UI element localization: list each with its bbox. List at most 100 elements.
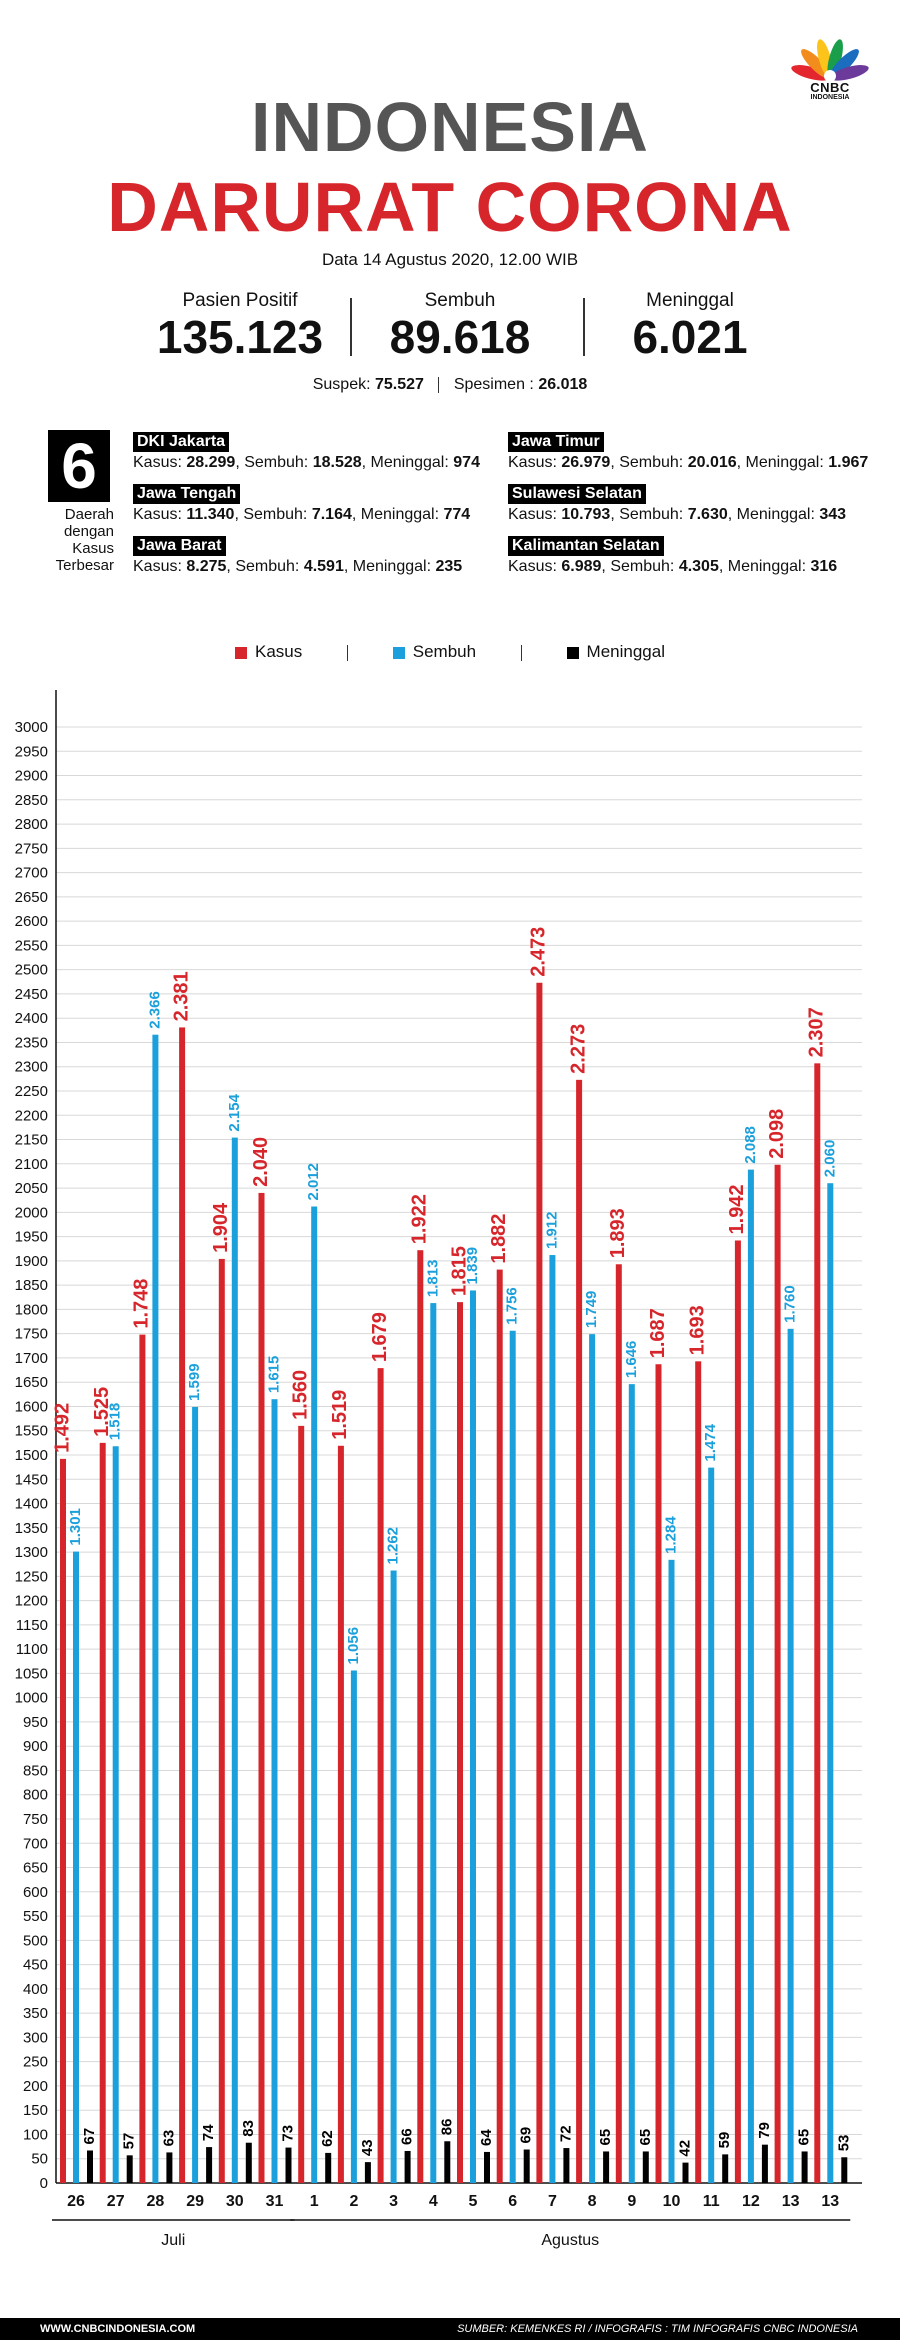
bar-kasus <box>496 1269 503 2183</box>
data-label-sembuh: 1.912 <box>543 1211 560 1249</box>
y-tick-label: 1600 <box>15 1398 48 1415</box>
data-label-sembuh: 1.284 <box>662 1516 679 1554</box>
footer: WWW.CNBCINDONESIA.COM SUMBER: KEMENKES R… <box>0 2318 900 2340</box>
data-label-meninggal: 72 <box>557 2125 574 2142</box>
y-tick-label: 2050 <box>15 1180 48 1197</box>
region-detail: Kasus: 6.989, Sembuh: 4.305, Meninggal: … <box>508 558 838 575</box>
bar-meninggal <box>245 2142 252 2183</box>
data-label-meninggal: 67 <box>81 2128 98 2145</box>
y-tick-label: 750 <box>23 1811 48 1828</box>
y-tick-label: 2250 <box>15 1083 48 1100</box>
meninggal-value: 343 <box>819 506 847 523</box>
legend-divider <box>520 644 522 661</box>
y-tick-label: 450 <box>23 1957 48 1974</box>
x-tick-label: 31 <box>266 2193 284 2210</box>
y-tick-label: 1950 <box>15 1229 48 1246</box>
bar-sembuh <box>231 1137 238 2183</box>
sembuh-value: 20.016 <box>687 454 737 471</box>
data-label-kasus: 1.882 <box>488 1214 510 1264</box>
footer-website: WWW.CNBCINDONESIA.COM <box>40 2323 196 2335</box>
meninggal-value: 974 <box>453 454 480 471</box>
x-tick-label: 5 <box>469 2193 478 2210</box>
data-label-sembuh: 1.056 <box>345 1627 362 1665</box>
data-label-sembuh: 1.474 <box>702 1423 719 1461</box>
data-label-sembuh: 1.646 <box>623 1341 640 1379</box>
bar-meninggal <box>722 2154 729 2183</box>
y-tick-label: 100 <box>23 2126 48 2143</box>
x-tick-label: 29 <box>186 2193 204 2210</box>
data-label-sembuh: 2.154 <box>226 1093 243 1131</box>
legend-swatch-meninggal <box>566 646 579 659</box>
y-tick-label: 1700 <box>15 1350 48 1367</box>
bar-kasus <box>774 1164 781 2183</box>
y-tick-label: 1900 <box>15 1253 48 1270</box>
sembuh-label: Sembuh: <box>243 506 308 523</box>
y-tick-label: 1050 <box>15 1665 48 1682</box>
y-tick-label: 850 <box>23 1762 48 1779</box>
bar-sembuh <box>747 1169 754 2183</box>
data-label-kasus: 1.904 <box>210 1202 232 1253</box>
bar-kasus <box>655 1364 662 2183</box>
bar-meninggal <box>404 2150 411 2183</box>
sembuh-label: Sembuh: <box>610 558 675 575</box>
y-tick-label: 400 <box>23 1981 48 1998</box>
cnbc-logo: CNBC INDONESIA <box>790 36 870 106</box>
y-tick-label: 350 <box>23 2005 48 2022</box>
data-label-meninggal: 69 <box>518 2127 535 2144</box>
data-label-sembuh: 1.615 <box>265 1356 282 1394</box>
meninggal-label: Meninggal: <box>370 454 449 471</box>
bar-sembuh <box>628 1384 635 2183</box>
y-tick-label: 550 <box>23 1908 48 1925</box>
bar-kasus <box>337 1445 344 2183</box>
y-tick-label: 1800 <box>15 1301 48 1318</box>
x-tick-label: 2 <box>349 2193 358 2210</box>
y-tick-label: 1500 <box>15 1447 48 1464</box>
y-tick-label: 1300 <box>15 1544 48 1561</box>
kasus-label: Kasus: <box>133 506 182 523</box>
meninggal-label: Meninggal: <box>352 558 432 575</box>
bar-kasus <box>377 1368 384 2183</box>
data-label-sembuh: 1.760 <box>782 1285 799 1323</box>
x-tick-label: 12 <box>742 2193 760 2210</box>
y-tick-label: 50 <box>31 2151 48 2168</box>
bar-meninggal <box>126 2155 133 2183</box>
legend-swatch-sembuh <box>392 646 405 659</box>
data-label-sembuh: 1.749 <box>583 1291 600 1329</box>
bar-sembuh <box>787 1328 794 2183</box>
kasus-label: Kasus: <box>508 506 557 523</box>
bar-sembuh <box>350 1670 357 2183</box>
bar-kasus <box>695 1361 702 2183</box>
data-label-sembuh: 1.301 <box>67 1508 84 1546</box>
bar-meninggal <box>364 2162 371 2183</box>
x-tick-label: 4 <box>429 2193 438 2210</box>
data-label-meninggal: 66 <box>399 2128 416 2145</box>
bar-kasus <box>258 1192 265 2183</box>
region-name: Kalimantan Selatan <box>508 536 664 556</box>
bar-sembuh <box>549 1255 556 2183</box>
bar-kasus <box>179 1027 186 2183</box>
bar-meninggal <box>801 2151 808 2183</box>
sembuh-label: Sembuh: <box>619 454 684 471</box>
date-text: Data 14 Agustus 2020, 12.00 WIB <box>321 250 579 269</box>
stat-meninggal: Meninggal 6.021 <box>585 290 795 363</box>
region-name: Jawa Timur <box>508 432 604 452</box>
stat-positif: Pasien Positif 135.123 <box>135 290 345 363</box>
x-tick-label: 6 <box>508 2193 517 2210</box>
x-tick-label: 26 <box>67 2193 85 2210</box>
data-label-kasus: 1.560 <box>289 1370 311 1420</box>
bar-meninggal <box>444 2141 451 2183</box>
legend-divider <box>347 644 348 661</box>
title-line-2: DARURAT CORONA <box>107 168 793 246</box>
kasus-label: Kasus: <box>508 454 557 471</box>
region-item: DKI Jakarta Kasus: 28.299, Sembuh: 18.52… <box>133 432 480 474</box>
title-line-1: INDONESIA <box>251 88 649 166</box>
peacock-icon <box>791 39 869 82</box>
y-tick-label: 2900 <box>15 768 48 785</box>
y-tick-label: 600 <box>23 1884 48 1901</box>
y-tick-label: 2950 <box>15 743 48 760</box>
legend-label-kasus: Kasus <box>255 642 303 661</box>
y-tick-label: 200 <box>23 2078 48 2095</box>
kasus-value: 10.793 <box>561 506 611 523</box>
data-label-meninggal: 65 <box>597 2129 614 2146</box>
y-tick-label: 2550 <box>15 937 48 954</box>
